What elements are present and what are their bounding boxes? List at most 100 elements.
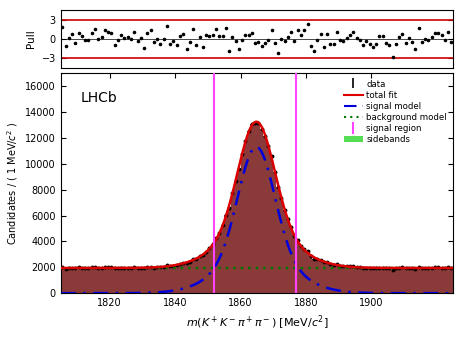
Bar bbox=[352, 266, 355, 293]
Bar bbox=[67, 268, 71, 293]
Point bbox=[137, 35, 145, 40]
Bar bbox=[394, 269, 397, 293]
Bar bbox=[293, 236, 296, 293]
Bar bbox=[113, 269, 116, 293]
Bar bbox=[152, 268, 156, 293]
Bar bbox=[260, 129, 263, 293]
Bar bbox=[345, 266, 348, 293]
X-axis label: $m(K^+K^-\pi^+\pi^-)$ [MeV/$c^2$]: $m(K^+K^-\pi^+\pi^-)$ [MeV/$c^2$] bbox=[185, 314, 328, 332]
Point bbox=[411, 46, 419, 51]
Bar bbox=[339, 266, 342, 293]
Bar bbox=[231, 193, 234, 293]
Point bbox=[199, 44, 207, 50]
Bar bbox=[247, 131, 250, 293]
Bar bbox=[273, 172, 276, 293]
Point bbox=[284, 34, 291, 40]
Point bbox=[127, 36, 135, 42]
Text: LHCb: LHCb bbox=[80, 91, 117, 105]
Point bbox=[317, 31, 325, 36]
Bar bbox=[149, 267, 152, 293]
Point bbox=[333, 29, 341, 34]
Bar bbox=[93, 267, 97, 293]
Bar bbox=[283, 210, 286, 293]
Point bbox=[389, 54, 396, 60]
Bar bbox=[182, 263, 185, 293]
Point bbox=[111, 42, 119, 48]
Point bbox=[245, 32, 252, 37]
Bar bbox=[446, 267, 450, 293]
Point bbox=[222, 25, 230, 30]
Bar bbox=[286, 219, 290, 293]
Bar bbox=[133, 267, 136, 293]
Bar bbox=[319, 260, 322, 293]
Point bbox=[297, 32, 304, 37]
Point bbox=[360, 42, 367, 47]
Point bbox=[445, 30, 452, 35]
Bar bbox=[74, 268, 77, 293]
Bar bbox=[270, 156, 273, 293]
Point bbox=[107, 30, 115, 35]
Point bbox=[398, 31, 406, 36]
Point bbox=[392, 42, 400, 47]
Point bbox=[255, 39, 262, 44]
Bar bbox=[440, 268, 443, 293]
Bar bbox=[375, 268, 378, 293]
Bar bbox=[254, 123, 257, 293]
Point bbox=[320, 44, 328, 49]
Point bbox=[425, 38, 432, 43]
Bar bbox=[80, 268, 84, 293]
Legend: data, total fit, signal model, background model, signal region, sidebands: data, total fit, signal model, backgroun… bbox=[340, 76, 450, 148]
Bar bbox=[139, 268, 142, 293]
Bar bbox=[116, 268, 120, 293]
Bar bbox=[263, 136, 267, 293]
Bar bbox=[414, 269, 417, 293]
Bar bbox=[165, 265, 169, 293]
Bar bbox=[388, 269, 391, 293]
Point bbox=[212, 27, 220, 32]
Bar bbox=[175, 265, 178, 293]
Point bbox=[167, 41, 174, 47]
Bar bbox=[123, 268, 126, 293]
Point bbox=[262, 40, 269, 46]
Bar bbox=[303, 249, 306, 293]
Bar bbox=[136, 268, 139, 293]
Bar bbox=[241, 154, 244, 293]
Bar bbox=[126, 268, 129, 293]
Point bbox=[301, 28, 308, 33]
Bar bbox=[290, 227, 293, 293]
Bar bbox=[306, 251, 309, 293]
Bar bbox=[391, 270, 394, 293]
Bar bbox=[443, 268, 446, 293]
Point bbox=[150, 39, 158, 44]
Bar bbox=[224, 215, 227, 293]
Bar bbox=[87, 268, 90, 293]
Point bbox=[428, 34, 436, 40]
Bar bbox=[420, 268, 424, 293]
Bar bbox=[276, 187, 280, 293]
Bar bbox=[299, 246, 303, 293]
Point bbox=[340, 39, 347, 44]
Point bbox=[219, 33, 226, 38]
Point bbox=[186, 39, 194, 45]
Point bbox=[252, 40, 259, 45]
Bar bbox=[169, 266, 172, 293]
Bar bbox=[397, 268, 401, 293]
Point bbox=[117, 32, 125, 38]
Bar bbox=[309, 256, 312, 293]
Bar bbox=[361, 268, 365, 293]
Point bbox=[327, 41, 334, 47]
Bar bbox=[427, 268, 430, 293]
Point bbox=[235, 46, 243, 52]
Point bbox=[415, 26, 423, 31]
Point bbox=[396, 34, 403, 39]
Bar bbox=[211, 244, 214, 293]
Point bbox=[98, 35, 106, 40]
Point bbox=[362, 38, 370, 44]
Bar bbox=[437, 268, 440, 293]
Bar bbox=[61, 267, 64, 293]
Bar bbox=[198, 256, 201, 293]
Point bbox=[68, 32, 76, 37]
Point bbox=[72, 40, 79, 45]
Point bbox=[232, 38, 239, 43]
Bar bbox=[64, 269, 67, 293]
